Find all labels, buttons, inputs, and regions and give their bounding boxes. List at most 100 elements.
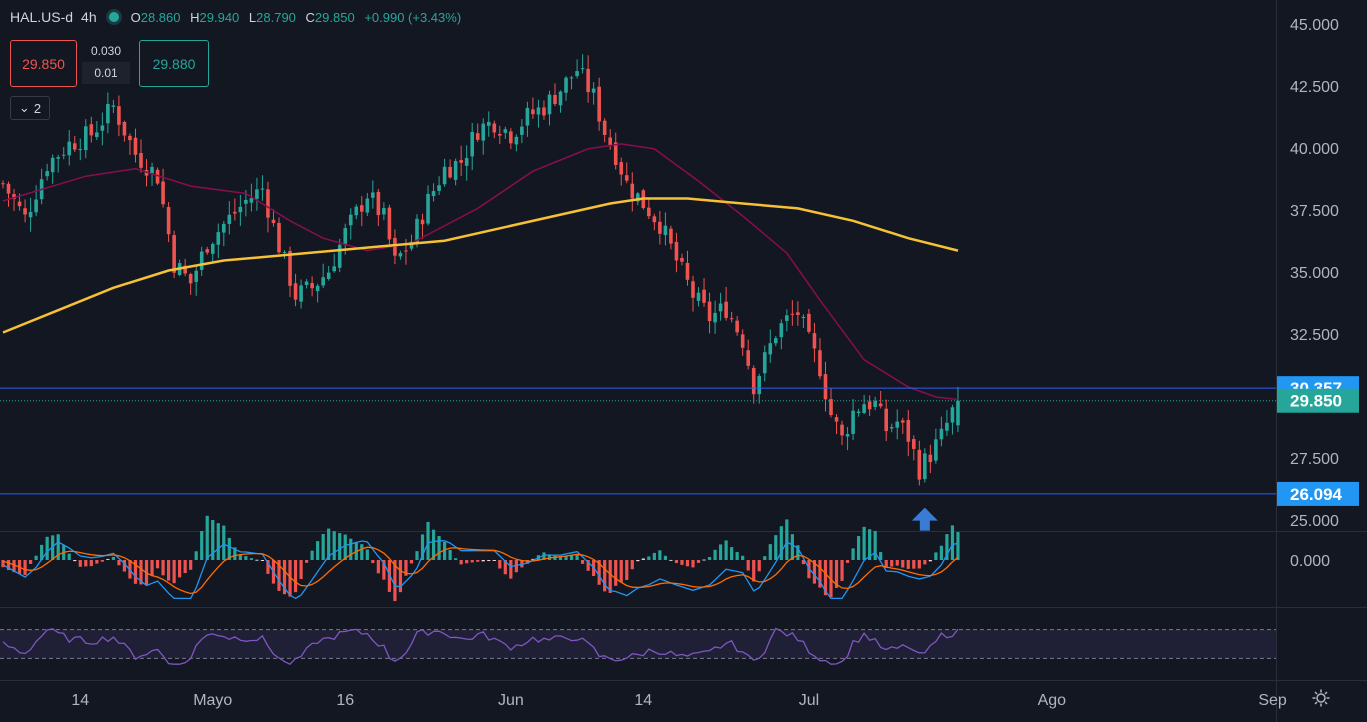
- candle-body: [845, 434, 850, 437]
- time-tick-label: Ago: [1038, 692, 1067, 709]
- macd-histogram-bar: [122, 560, 127, 572]
- ma-slow-line: [2, 197, 959, 334]
- candle-body: [525, 107, 530, 126]
- macd-histogram-bar: [343, 534, 347, 560]
- macd-histogram-bar: [641, 558, 645, 560]
- macd-histogram-bar: [669, 559, 673, 561]
- macd-histogram-bar: [277, 560, 281, 591]
- candle-body: [934, 439, 938, 461]
- macd-histogram-bar: [40, 544, 44, 560]
- macd-histogram-bar: [293, 560, 298, 593]
- candle-body: [17, 201, 22, 207]
- candle-body: [437, 185, 441, 191]
- macd-histogram-bar: [227, 537, 231, 560]
- candle-body: [448, 166, 452, 178]
- macd-histogram-bar: [829, 560, 833, 598]
- sell-button[interactable]: 29.850: [10, 40, 77, 87]
- candle-body: [6, 183, 11, 194]
- macd-histogram-bar: [884, 560, 888, 568]
- indicators-toggle[interactable]: ⌄ 2: [10, 96, 50, 120]
- macd-histogram-bar: [619, 560, 623, 583]
- candle-body: [106, 103, 110, 124]
- candle-body: [575, 71, 579, 77]
- macd-histogram-bar: [332, 531, 336, 560]
- time-tick-label: Jul: [799, 692, 819, 709]
- candle-body: [376, 191, 381, 216]
- candle-body: [238, 206, 243, 213]
- candle-body: [431, 191, 436, 197]
- macd-zero-label: 0.000: [1290, 553, 1330, 570]
- candle-body: [12, 194, 16, 199]
- candle-body: [326, 272, 331, 279]
- candle-body: [746, 350, 750, 366]
- price-tick-label: 45.000: [1290, 17, 1339, 34]
- candle-body: [740, 334, 745, 348]
- symbol-name[interactable]: HAL.US-d: [10, 9, 74, 25]
- macd-histogram-bar: [956, 532, 960, 560]
- macd-histogram-bar: [652, 552, 656, 560]
- macd-histogram-bar: [719, 544, 723, 560]
- candle-body: [884, 408, 888, 432]
- macd-histogram-bar: [200, 531, 204, 560]
- level-price-label: 26.094: [1290, 485, 1343, 504]
- macd-histogram-bar: [299, 560, 303, 580]
- candle-body: [751, 367, 756, 395]
- candle-body: [718, 303, 723, 312]
- candle-body: [122, 122, 127, 136]
- candle-body: [23, 208, 27, 215]
- price-tick-label: 27.500: [1290, 451, 1339, 468]
- candle-body: [707, 301, 712, 322]
- candle-body: [591, 88, 596, 93]
- candle-body: [95, 132, 99, 137]
- candle-body: [823, 374, 828, 400]
- macd-histogram-bar: [349, 538, 353, 560]
- candle-body: [205, 249, 210, 253]
- macd-histogram-bar: [674, 560, 679, 564]
- gear-icon[interactable]: [1311, 688, 1331, 708]
- macd-histogram-bar: [895, 560, 899, 566]
- macd-histogram-bar: [255, 559, 259, 561]
- macd-histogram-bar: [779, 526, 783, 560]
- candle-body: [78, 149, 83, 151]
- macd-histogram-bar: [928, 560, 932, 562]
- candle-body: [100, 125, 105, 131]
- candle-body: [663, 225, 668, 236]
- candle-body: [757, 376, 762, 395]
- macd-histogram-bar: [950, 525, 955, 560]
- candle-body: [840, 424, 844, 436]
- candle-body: [956, 400, 960, 426]
- macd-histogram-bar: [448, 549, 452, 560]
- macd-histogram-bar: [923, 560, 927, 565]
- macd-histogram-bar: [796, 545, 800, 560]
- buy-button[interactable]: 29.880: [139, 40, 209, 87]
- macd-histogram-bar: [111, 556, 115, 560]
- candle-body: [293, 283, 298, 300]
- ma-fast-line: [2, 143, 959, 401]
- interval-label[interactable]: 4h: [81, 9, 97, 25]
- macd-histogram-bar: [360, 544, 364, 560]
- candle-body: [133, 137, 138, 155]
- candle-body: [337, 244, 342, 268]
- candle-body: [486, 121, 491, 126]
- macd-histogram-bar: [178, 560, 182, 578]
- spread-value: 0.030: [90, 44, 122, 58]
- macd-histogram-bar: [730, 547, 734, 560]
- candle-body: [111, 105, 116, 107]
- candle-body: [1, 183, 5, 185]
- macd-histogram-bar: [167, 560, 171, 581]
- candle-body: [834, 417, 839, 422]
- candle-body: [117, 106, 121, 125]
- price-tick-label: 40.000: [1290, 141, 1339, 158]
- macd-histogram-bar: [625, 560, 629, 580]
- candle-body: [602, 120, 607, 135]
- candle-body: [128, 135, 132, 141]
- candle-body: [260, 188, 265, 190]
- macd-histogram-bar: [845, 560, 850, 563]
- candle-body: [580, 68, 585, 70]
- candle-body: [382, 208, 386, 215]
- macd-histogram-bar: [823, 560, 828, 596]
- macd-histogram-bar: [89, 560, 93, 567]
- price-tick-label: 35.000: [1290, 265, 1339, 282]
- candle-body: [597, 86, 601, 122]
